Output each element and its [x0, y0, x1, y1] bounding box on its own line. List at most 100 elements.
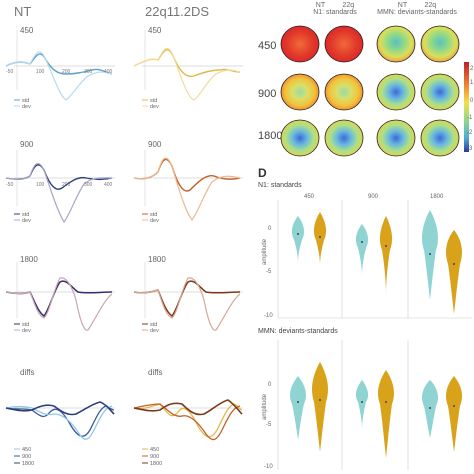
- erp-panel-22q-450: std dev: [133, 30, 243, 110]
- legend-1800: 1800: [150, 461, 162, 467]
- topomap-22q-900-mmn: [420, 73, 460, 111]
- violin-nt-900: [355, 224, 369, 276]
- condition-label-1800: 1800: [430, 194, 444, 200]
- legend-std: std: [150, 322, 157, 328]
- legend-450: 450: [150, 447, 159, 453]
- nt-1800-dev-trace: [5, 277, 113, 331]
- topomap-22q-900-n1: [324, 73, 364, 111]
- legend-dev: dev: [150, 218, 159, 224]
- colorbar-tick: 2: [470, 66, 474, 72]
- erp-panel-22q-900: std dev: [133, 150, 243, 224]
- ytick: -5: [266, 269, 272, 275]
- ytick: -10: [264, 313, 273, 319]
- tick-label: 300: [84, 69, 93, 75]
- topomap-nt-450-n1: [280, 25, 320, 63]
- topomap-nt-900-n1: [280, 73, 320, 111]
- tick-label: 300: [84, 182, 93, 188]
- condition-label-450: 450: [304, 194, 315, 200]
- legend-450: 450: [22, 447, 31, 453]
- topomap-nt-1800-mmn: [376, 119, 416, 157]
- legend-dev: dev: [22, 328, 31, 334]
- q-900-std-trace: [133, 158, 241, 192]
- q-1800-dev-trace: [133, 277, 241, 331]
- violin-nt-900-mmn: [355, 380, 369, 430]
- ylabel-top: amplitude: [262, 238, 268, 265]
- panel-d-subtitle-n1: N1: standards: [258, 182, 302, 189]
- violin-22q-450-mmn: [312, 362, 328, 452]
- topomap-22q-450-mmn: [420, 25, 460, 63]
- topomap-row-label-1800: 1800: [258, 130, 283, 142]
- erp-panel-nt-900: -50 100 200 300 400 std dev: [5, 150, 115, 224]
- tick-label: 200: [62, 69, 71, 75]
- tick-label: 400: [104, 182, 113, 188]
- nt-diff-900-trace: [5, 405, 113, 440]
- panel-d-subtitle-mmn: MMN: deviants-standards: [258, 328, 338, 335]
- nt-900-dev-trace: [5, 162, 113, 224]
- colorbar-tick: -2: [467, 130, 473, 136]
- ylabel-bottom: amplitude: [262, 393, 268, 420]
- legend-std: std: [150, 212, 157, 218]
- tick-label: 100: [36, 182, 45, 188]
- column-title-nt: NT: [14, 4, 32, 19]
- topomap-row-label-900: 900: [258, 88, 277, 100]
- tick-label: -50: [6, 182, 13, 188]
- tick-label: -50: [6, 69, 13, 75]
- q-900-dev-trace: [133, 157, 241, 222]
- q-diff-1800-trace: [133, 399, 243, 416]
- topomap-22q-1800-n1: [324, 119, 364, 157]
- violin-nt-450-mmn: [290, 376, 306, 440]
- topomap-nt-450-mmn: [376, 25, 416, 63]
- panel-label-nt-1800: 1800: [20, 255, 38, 264]
- nt-450-std-trace: [5, 53, 113, 75]
- panel-label-22q-1800: 1800: [148, 255, 166, 264]
- topomap-nt-900-mmn: [376, 73, 416, 111]
- topomap-subtitle-n1: N1: standards: [313, 9, 357, 16]
- ytick: -5: [266, 422, 272, 428]
- ytick: -10: [264, 464, 273, 470]
- legend-900: 900: [150, 454, 159, 460]
- legend-std: std: [22, 322, 29, 328]
- panel-label-nt-450: 450: [20, 26, 34, 35]
- nt-900-std-trace: [5, 164, 113, 190]
- nt-diff-1800-trace: [5, 401, 115, 416]
- panel-label-22q-450: 450: [148, 26, 162, 35]
- legend-1800: 1800: [22, 461, 34, 467]
- colorbar-tick: -3: [467, 146, 473, 152]
- q-1800-std-trace: [133, 280, 241, 318]
- panel-d-letter: D: [258, 166, 267, 180]
- violin-plots: amplitude 0 -5 -10 450 900 1800 amplitud…: [262, 194, 472, 470]
- panel-label-nt-diffs: diffs: [20, 368, 35, 377]
- colorbar-tick: -1: [467, 115, 473, 121]
- violin-22q-1800-mmn: [446, 376, 462, 452]
- topomap-22q-1800-mmn: [420, 119, 460, 157]
- legend-std: std: [22, 98, 29, 104]
- topomap-group-22q: 22q: [424, 2, 437, 9]
- legend-dev: dev: [22, 104, 31, 110]
- topomap-header-n1: NT 22q N1: standards: [290, 2, 380, 16]
- q-diff-900-trace: [133, 403, 241, 441]
- panel-label-22q-diffs: diffs: [148, 368, 163, 377]
- topomap-row-label-450: 450: [258, 40, 277, 52]
- violin-22q-450: [313, 212, 327, 266]
- column-title-22q: 22q11.2DS: [145, 4, 210, 19]
- legend-dev: dev: [150, 104, 159, 110]
- erp-panel-nt-1800: std dev: [5, 262, 115, 334]
- legend-900: 900: [22, 454, 31, 460]
- nt-1800-std-trace: [5, 280, 113, 318]
- erp-panel-nt-diffs: 450 900 1800: [5, 401, 115, 467]
- violin-22q-900: [379, 216, 393, 294]
- topomap-header-mmn: NT 22q MMN: deviants-standards: [372, 2, 462, 16]
- colorbar: [464, 62, 469, 152]
- tick-label: 100: [36, 69, 45, 75]
- violin-22q-900-mmn: [378, 370, 394, 458]
- topomap-22q-450-n1: [324, 25, 364, 63]
- legend-dev: dev: [150, 328, 159, 334]
- ytick: 0: [268, 382, 272, 388]
- erp-waveform-panels: -50 100 200 300 400 std dev -50 100 200 …: [5, 30, 243, 467]
- panel-label-nt-900: 900: [20, 140, 34, 149]
- condition-label-900: 900: [368, 194, 379, 200]
- tick-label: 400: [104, 69, 113, 75]
- nt-450-dev-trace: [5, 51, 113, 101]
- violin-22q-1800: [446, 230, 462, 314]
- legend-std: std: [22, 212, 29, 218]
